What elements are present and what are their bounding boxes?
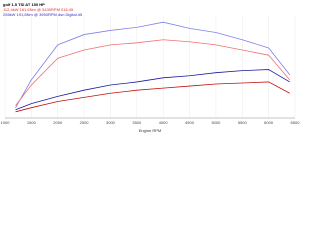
x-tick-label: 6000 [264,120,274,125]
x-tick-label: 5000 [211,120,221,125]
series-line [15,39,291,106]
series-line [15,81,290,113]
series-line [15,69,290,111]
x-tick-label: 1000 [1,120,11,125]
x-tick-label: 4000 [159,120,169,125]
x-tick-label: 1500 [27,120,37,125]
x-tick-label: 4500 [185,120,195,125]
x-tick-label: 5500 [238,120,248,125]
x-tick-label: 2000 [53,120,63,125]
chart-title: golf 1.5 TSI AT 150 HP [3,2,45,7]
series-line [15,21,291,108]
x-tick-label: 2500 [80,120,90,125]
x-tick-label: 3500 [132,120,142,125]
legend-entry: 255kW 191,8Nm @ 3950RPM dsn Digital.45 [3,12,83,17]
x-axis-label: Engine RPM [139,128,161,133]
chart: golf 1.5 TSI AT 150 HP Engine RPM 112,4k… [0,2,300,134]
legend-entry: 112,4kW 161,6Nm @ 5430RPM 016.45 [3,7,74,12]
x-tick-label: 3000 [106,120,116,125]
x-tick-label: 6500 [291,120,300,125]
